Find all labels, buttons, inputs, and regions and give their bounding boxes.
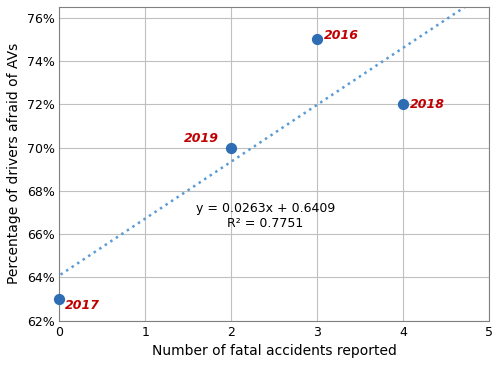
- Text: 2018: 2018: [410, 98, 445, 111]
- Text: 2017: 2017: [64, 299, 100, 312]
- Text: y = 0.0263x + 0.6409
R² = 0.7751: y = 0.0263x + 0.6409 R² = 0.7751: [196, 201, 335, 230]
- X-axis label: Number of fatal accidents reported: Number of fatal accidents reported: [152, 344, 396, 358]
- Text: 2019: 2019: [184, 132, 219, 145]
- Point: [227, 145, 235, 150]
- Point: [56, 296, 64, 302]
- Y-axis label: Percentage of drivers afraid of AVs: Percentage of drivers afraid of AVs: [7, 43, 21, 284]
- Point: [399, 101, 407, 107]
- Point: [313, 36, 321, 42]
- Text: 2016: 2016: [324, 28, 359, 42]
